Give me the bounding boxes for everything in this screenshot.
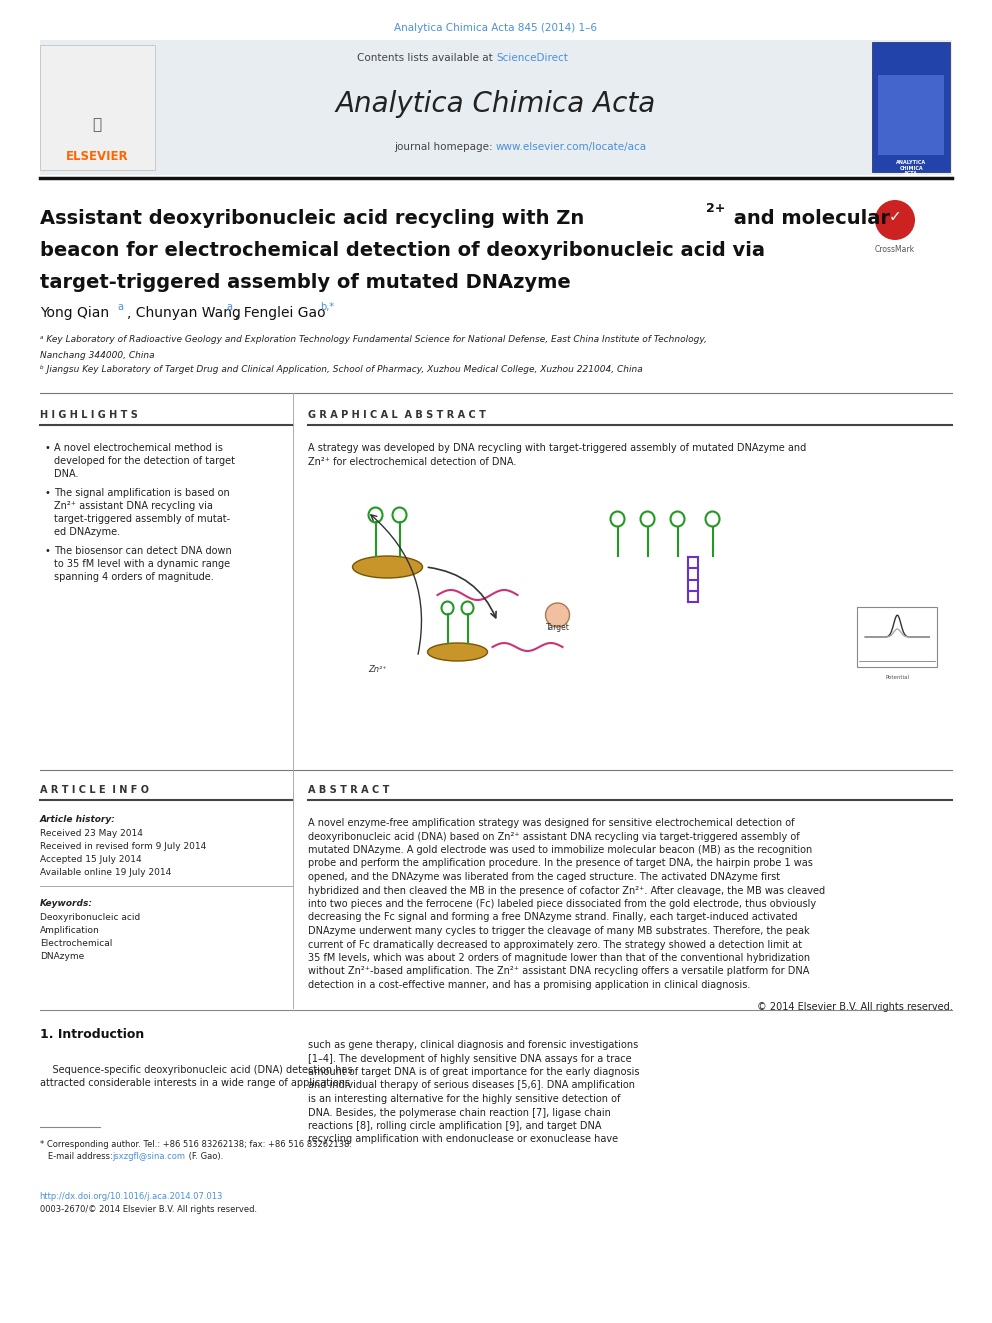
Text: Available online 19 July 2014: Available online 19 July 2014: [40, 868, 171, 877]
Text: Assistant deoxyribonucleic acid recycling with Zn: Assistant deoxyribonucleic acid recyclin…: [40, 209, 584, 228]
Text: 1. Introduction: 1. Introduction: [40, 1028, 144, 1041]
Text: hybridized and then cleaved the MB in the presence of cofactor Zn²⁺. After cleav: hybridized and then cleaved the MB in th…: [308, 885, 824, 896]
Text: , Chunyan Wang: , Chunyan Wang: [127, 306, 240, 320]
Text: a: a: [118, 302, 124, 312]
Text: H I G H L I G H T S: H I G H L I G H T S: [40, 410, 138, 419]
Text: developed for the detection of target: developed for the detection of target: [54, 456, 235, 466]
Text: A novel enzyme-free amplification strategy was designed for sensitive electroche: A novel enzyme-free amplification strate…: [308, 818, 794, 828]
Text: Sequence-specific deoxyribonucleic acid (DNA) detection has: Sequence-specific deoxyribonucleic acid …: [40, 1065, 352, 1076]
Text: Contents lists available at: Contents lists available at: [357, 53, 496, 64]
Text: spanning 4 orders of magnitude.: spanning 4 orders of magnitude.: [54, 572, 213, 582]
Text: Received in revised form 9 July 2014: Received in revised form 9 July 2014: [40, 841, 206, 851]
Text: mutated DNAzyme. A gold electrode was used to immobilize molecular beacon (MB) a: mutated DNAzyme. A gold electrode was us…: [308, 845, 811, 855]
Text: ✓: ✓: [889, 209, 902, 225]
Text: (F. Gao).: (F. Gao).: [186, 1152, 223, 1162]
Text: journal homepage:: journal homepage:: [394, 142, 496, 152]
Text: current of Fc dramatically decreased to approximately zero. The strategy showed : current of Fc dramatically decreased to …: [308, 939, 802, 950]
Ellipse shape: [352, 556, 423, 578]
Text: recycling amplification with endonuclease or exonuclease have: recycling amplification with endonucleas…: [308, 1135, 618, 1144]
Text: Potential: Potential: [885, 675, 910, 680]
Text: ᵇ Jiangsu Key Laboratory of Target Drug and Clinical Application, School of Phar: ᵇ Jiangsu Key Laboratory of Target Drug …: [40, 365, 643, 374]
Circle shape: [875, 200, 915, 239]
Text: beacon for electrochemical detection of deoxyribonucleic acid via: beacon for electrochemical detection of …: [40, 241, 765, 259]
Text: ᵃ Key Laboratory of Radioactive Geology and Exploration Technology Fundamental S: ᵃ Key Laboratory of Radioactive Geology …: [40, 336, 706, 344]
Text: A novel electrochemical method is: A novel electrochemical method is: [54, 443, 222, 452]
Text: ANALYTICA
CHIMICA
ACTA: ANALYTICA CHIMICA ACTA: [896, 160, 927, 176]
Text: CrossMark: CrossMark: [875, 245, 915, 254]
Text: 35 fM levels, which was about 2 orders of magnitude lower than that of the conve: 35 fM levels, which was about 2 orders o…: [308, 953, 809, 963]
Text: © 2014 Elsevier B.V. All rights reserved.: © 2014 Elsevier B.V. All rights reserved…: [757, 1002, 952, 1012]
Text: deoxyribonucleic acid (DNA) based on Zn²⁺ assistant DNA recycling via target-tri: deoxyribonucleic acid (DNA) based on Zn²…: [308, 831, 800, 841]
Text: and individual therapy of serious diseases [5,6]. DNA amplification: and individual therapy of serious diseas…: [308, 1081, 635, 1090]
Text: amount of target DNA is of great importance for the early diagnosis: amount of target DNA is of great importa…: [308, 1068, 639, 1077]
Text: target-triggered assembly of mutated DNAzyme: target-triggered assembly of mutated DNA…: [40, 273, 570, 291]
Text: A R T I C L E  I N F O: A R T I C L E I N F O: [40, 785, 149, 795]
Text: The biosensor can detect DNA down: The biosensor can detect DNA down: [54, 546, 231, 556]
Text: * Corresponding author. Tel.: +86 516 83262138; fax: +86 516 83262138.: * Corresponding author. Tel.: +86 516 83…: [40, 1140, 352, 1148]
Text: Deoxyribonucleic acid: Deoxyribonucleic acid: [40, 913, 140, 922]
Bar: [872, 42, 950, 172]
Text: such as gene therapy, clinical diagnosis and forensic investigations: such as gene therapy, clinical diagnosis…: [308, 1040, 638, 1050]
Text: a: a: [227, 302, 233, 312]
Text: without Zn²⁺-based amplification. The Zn²⁺ assistant DNA recycling offers a vers: without Zn²⁺-based amplification. The Zn…: [308, 967, 808, 976]
Text: Analytica Chimica Acta 845 (2014) 1–6: Analytica Chimica Acta 845 (2014) 1–6: [395, 22, 597, 33]
Text: DNAzyme: DNAzyme: [40, 953, 84, 960]
Text: Analytica Chimica Acta: Analytica Chimica Acta: [336, 90, 656, 118]
Text: target-triggered assembly of mutat-: target-triggered assembly of mutat-: [54, 515, 230, 524]
Text: 🌿: 🌿: [92, 118, 101, 132]
Text: 0003-2670/© 2014 Elsevier B.V. All rights reserved.: 0003-2670/© 2014 Elsevier B.V. All right…: [40, 1205, 257, 1215]
Bar: [40, 45, 155, 169]
Text: A B S T R A C T: A B S T R A C T: [308, 785, 389, 795]
Text: [1–4]. The development of highly sensitive DNA assays for a trace: [1–4]. The development of highly sensiti…: [308, 1053, 631, 1064]
Text: •: •: [45, 443, 51, 452]
Text: Zn²⁺ assistant DNA recycling via: Zn²⁺ assistant DNA recycling via: [54, 501, 212, 511]
Text: 2+: 2+: [706, 202, 725, 216]
Bar: [878, 75, 944, 155]
Text: E-mail address:: E-mail address:: [40, 1152, 115, 1162]
Text: b,*: b,*: [319, 302, 333, 312]
Text: www.elsevier.com/locate/aca: www.elsevier.com/locate/aca: [496, 142, 647, 152]
Text: Target: Target: [546, 623, 569, 631]
Ellipse shape: [428, 643, 487, 662]
Text: G R A P H I C A L  A B S T R A C T: G R A P H I C A L A B S T R A C T: [308, 410, 485, 419]
Text: Nanchang 344000, China: Nanchang 344000, China: [40, 351, 155, 360]
Text: Yong Qian: Yong Qian: [40, 306, 109, 320]
Text: •: •: [45, 488, 51, 497]
Text: Zn²⁺ for electrochemical detection of DNA.: Zn²⁺ for electrochemical detection of DN…: [308, 456, 516, 467]
Text: ELSEVIER: ELSEVIER: [65, 151, 128, 164]
Text: Received 23 May 2014: Received 23 May 2014: [40, 830, 143, 837]
Text: Article history:: Article history:: [40, 815, 115, 824]
Text: •: •: [45, 546, 51, 556]
Text: decreasing the Fc signal and forming a free DNAzyme strand. Finally, each target: decreasing the Fc signal and forming a f…: [308, 913, 797, 922]
Circle shape: [546, 603, 569, 627]
Text: DNA.: DNA.: [54, 468, 78, 479]
Text: ScienceDirect: ScienceDirect: [496, 53, 567, 64]
Text: Accepted 15 July 2014: Accepted 15 July 2014: [40, 855, 141, 864]
Bar: [40, 40, 952, 175]
Text: DNAzyme underwent many cycles to trigger the cleavage of many MB substrates. The: DNAzyme underwent many cycles to trigger…: [308, 926, 809, 935]
Text: The signal amplification is based on: The signal amplification is based on: [54, 488, 229, 497]
Text: opened, and the DNAzyme was liberated from the caged structure. The activated DN: opened, and the DNAzyme was liberated fr…: [308, 872, 780, 882]
Text: and molecular: and molecular: [727, 209, 890, 228]
Text: reactions [8], rolling circle amplification [9], and target DNA: reactions [8], rolling circle amplificat…: [308, 1121, 601, 1131]
Text: Zn²⁺: Zn²⁺: [368, 665, 387, 675]
Text: DNA. Besides, the polymerase chain reaction [7], ligase chain: DNA. Besides, the polymerase chain react…: [308, 1107, 610, 1118]
Text: Keywords:: Keywords:: [40, 900, 92, 908]
Text: Amplification: Amplification: [40, 926, 99, 935]
Text: http://dx.doi.org/10.1016/j.aca.2014.07.013: http://dx.doi.org/10.1016/j.aca.2014.07.…: [40, 1192, 223, 1201]
Text: is an interesting alternative for the highly sensitive detection of: is an interesting alternative for the hi…: [308, 1094, 620, 1103]
Text: A strategy was developed by DNA recycling with target-triggered assembly of muta: A strategy was developed by DNA recyclin…: [308, 443, 806, 452]
Text: ed DNAzyme.: ed DNAzyme.: [54, 527, 120, 537]
Text: attracted considerable interests in a wide range of applications: attracted considerable interests in a wi…: [40, 1078, 350, 1089]
Text: detection in a cost-effective manner, and has a promising application in clinica: detection in a cost-effective manner, an…: [308, 980, 750, 990]
Text: Electrochemical: Electrochemical: [40, 939, 112, 949]
Bar: [857, 607, 937, 667]
Text: into two pieces and the ferrocene (Fc) labeled piece dissociated from the gold e: into two pieces and the ferrocene (Fc) l…: [308, 900, 815, 909]
Text: to 35 fM level with a dynamic range: to 35 fM level with a dynamic range: [54, 560, 230, 569]
Text: jsxzgfl@sina.com: jsxzgfl@sina.com: [113, 1152, 186, 1162]
Text: , Fenglei Gao: , Fenglei Gao: [235, 306, 325, 320]
Text: probe and perform the amplification procedure. In the presence of target DNA, th: probe and perform the amplification proc…: [308, 859, 812, 868]
